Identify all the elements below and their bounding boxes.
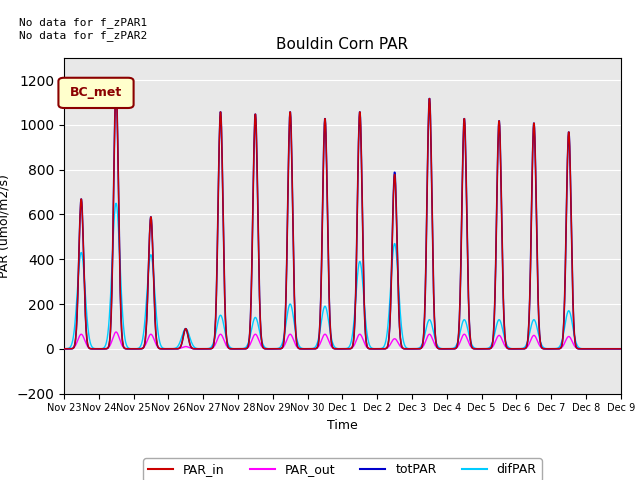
PAR_out — [474, 346, 482, 352]
difPAR — [148, 253, 156, 259]
difPAR — [582, 346, 590, 352]
PAR_out — [148, 332, 156, 337]
X-axis label: Time: Time — [327, 419, 358, 432]
PAR_out — [617, 346, 625, 352]
PAR_in — [582, 346, 590, 352]
Y-axis label: PAR (umol/m2/s): PAR (umol/m2/s) — [0, 174, 11, 277]
difPAR — [617, 346, 625, 352]
totPAR — [582, 346, 590, 352]
totPAR — [60, 346, 68, 352]
Line: PAR_out: PAR_out — [64, 332, 621, 349]
Line: difPAR: difPAR — [64, 204, 621, 349]
PAR_in — [317, 263, 325, 268]
difPAR — [317, 317, 325, 323]
totPAR — [556, 346, 563, 351]
PAR_in — [474, 346, 482, 352]
PAR_out — [60, 346, 68, 352]
PAR_out — [328, 344, 336, 350]
PAR_in — [611, 346, 618, 352]
difPAR — [60, 346, 68, 352]
totPAR — [148, 217, 156, 223]
difPAR — [112, 201, 120, 206]
PAR_in — [112, 84, 120, 90]
Line: PAR_in: PAR_in — [64, 87, 621, 349]
Text: No data for f_zPAR1
No data for f_zPAR2: No data for f_zPAR1 No data for f_zPAR2 — [19, 17, 148, 41]
difPAR — [328, 338, 336, 344]
totPAR — [611, 346, 618, 352]
Line: totPAR: totPAR — [64, 87, 621, 349]
Title: Bouldin Corn PAR: Bouldin Corn PAR — [276, 37, 408, 52]
totPAR — [617, 346, 625, 352]
PAR_in — [617, 346, 625, 352]
PAR_in — [328, 343, 336, 348]
Legend: PAR_in, PAR_out, totPAR, difPAR: PAR_in, PAR_out, totPAR, difPAR — [143, 458, 541, 480]
difPAR — [556, 344, 563, 349]
FancyBboxPatch shape — [58, 78, 134, 108]
PAR_out — [112, 329, 120, 335]
PAR_out — [611, 346, 618, 352]
PAR_out — [556, 346, 563, 351]
totPAR — [474, 346, 482, 352]
totPAR — [328, 343, 336, 348]
PAR_out — [582, 346, 590, 352]
Text: BC_met: BC_met — [70, 86, 122, 99]
totPAR — [112, 84, 120, 90]
PAR_in — [60, 346, 68, 352]
difPAR — [611, 346, 618, 352]
totPAR — [317, 263, 325, 268]
PAR_in — [556, 346, 563, 351]
PAR_in — [148, 217, 156, 223]
PAR_out — [317, 337, 325, 343]
difPAR — [474, 346, 482, 352]
